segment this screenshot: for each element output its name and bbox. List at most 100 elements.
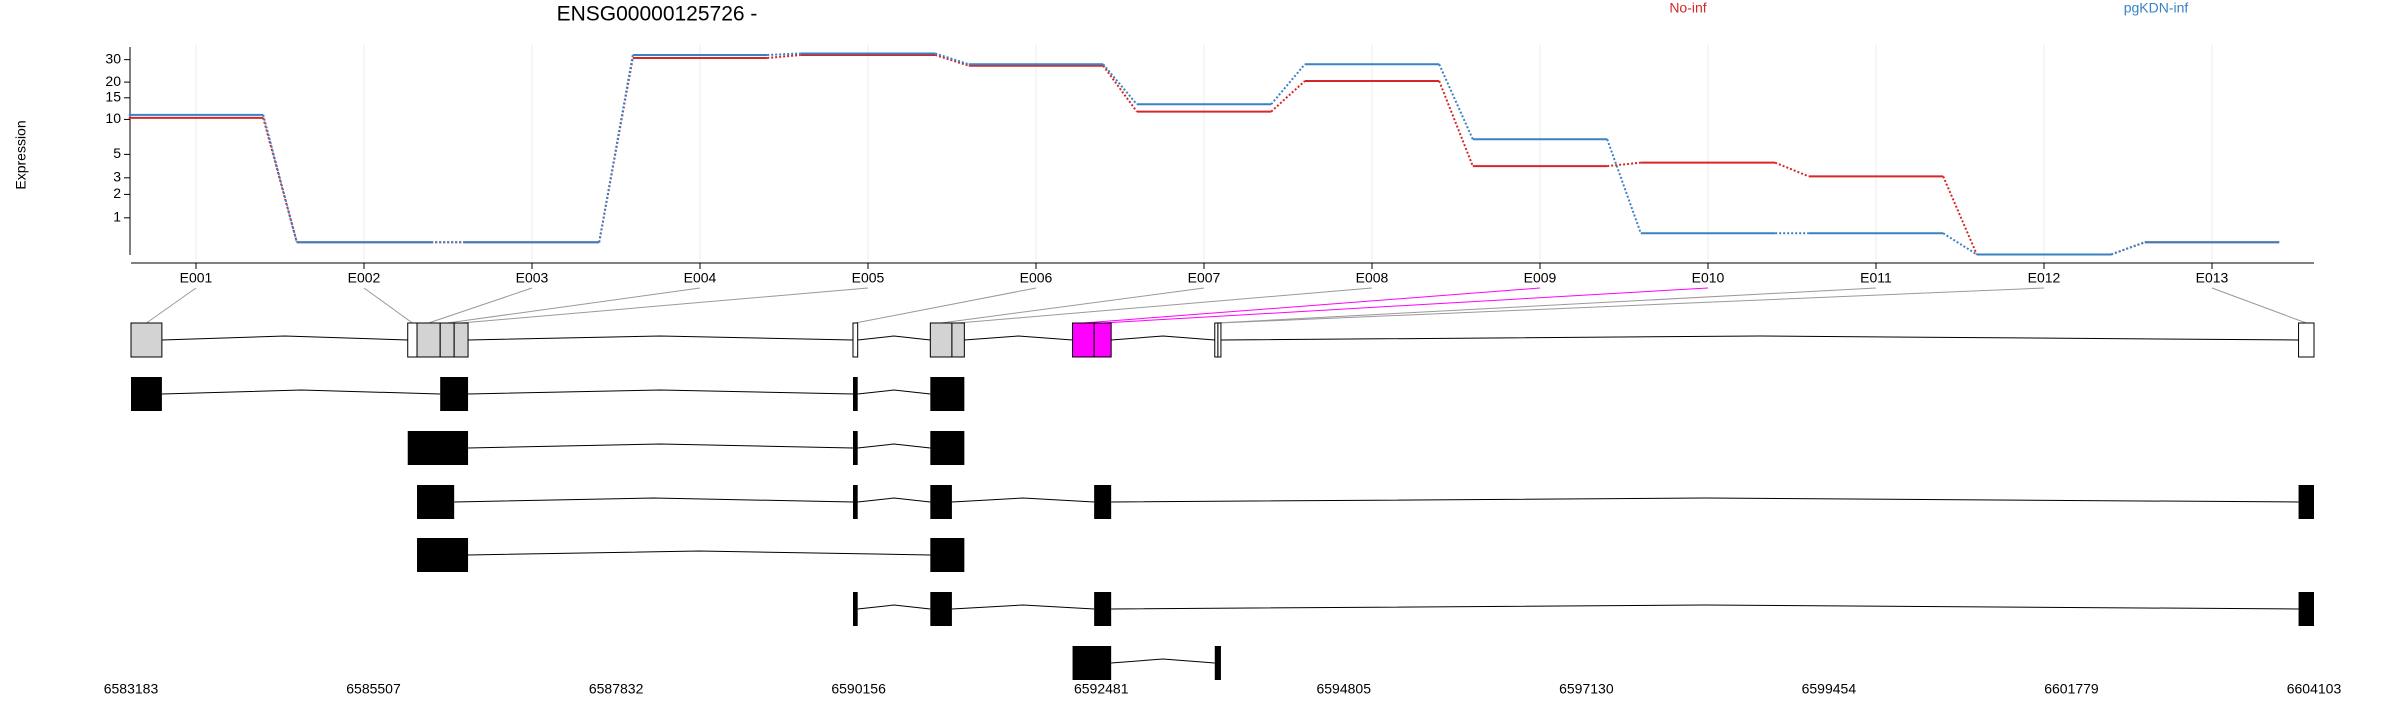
- expression-connector: [2110, 241, 2146, 256]
- intron: [857, 443, 931, 449]
- transcript-exon: [131, 377, 162, 411]
- exon-bin: [407, 322, 418, 358]
- bin-connector: [461, 287, 869, 324]
- exon-bin: [453, 322, 469, 358]
- transcript-exon: [852, 592, 858, 626]
- x-tick-label: E006: [1020, 270, 1053, 286]
- x-tick-label: E002: [348, 270, 381, 286]
- intron: [951, 497, 1095, 503]
- y-tick-label: 15: [105, 89, 121, 105]
- intron: [1220, 335, 2299, 341]
- transcript-exon: [930, 592, 952, 626]
- bin-connector: [2211, 287, 2307, 324]
- transcript-exon: [930, 431, 965, 465]
- expression-connector: [1606, 138, 1642, 234]
- intron: [857, 604, 931, 610]
- transcript-exon: [1094, 592, 1112, 626]
- exon-bin: [1217, 322, 1222, 358]
- bin-connector: [1219, 287, 2045, 324]
- x-tick-label: E013: [2196, 270, 2229, 286]
- genomic-tick-label: 6592481: [1074, 681, 1129, 697]
- transcript-exon: [2298, 592, 2314, 626]
- expression-connector: [1102, 63, 1138, 105]
- x-tick-label: E005: [852, 270, 885, 286]
- expression-connector: [934, 52, 970, 66]
- y-tick-label: 30: [105, 50, 121, 66]
- expression-connector: [1774, 161, 1810, 178]
- x-tick-label: E009: [1524, 270, 1557, 286]
- legend-label: pgKDN-inf: [2124, 0, 2189, 16]
- x-tick-label: E003: [516, 270, 549, 286]
- bin-connector: [447, 287, 701, 324]
- genomic-tick-label: 6604103: [2287, 681, 2342, 697]
- transcript-exon: [440, 377, 469, 411]
- transcript-exon: [852, 431, 858, 465]
- intron: [161, 335, 408, 341]
- expression-connector: [1270, 80, 1306, 113]
- x-tick-label: E007: [1188, 270, 1221, 286]
- genomic-tick-label: 6594805: [1316, 681, 1371, 697]
- transcript-exon: [930, 538, 965, 572]
- exon-bin: [416, 322, 441, 358]
- y-tick-label: 3: [113, 169, 121, 185]
- exon-bin: [439, 322, 455, 358]
- transcript-exon: [930, 377, 965, 411]
- transcript-exon: [407, 431, 469, 465]
- expression-connector: [934, 54, 970, 67]
- genomic-tick-label: 6583183: [104, 681, 159, 697]
- intron: [1111, 604, 2299, 610]
- transcript-exon: [417, 538, 469, 572]
- genomic-tick-label: 6597130: [1559, 681, 1614, 697]
- x-tick-label: E004: [684, 270, 717, 286]
- intron: [468, 389, 854, 395]
- intron: [964, 335, 1073, 341]
- bin-connector: [1216, 287, 1877, 324]
- y-tick-label: 10: [105, 110, 121, 126]
- intron: [857, 335, 931, 341]
- intron: [1111, 497, 2299, 503]
- transcript-exon: [1072, 646, 1112, 680]
- bin-connector: [1102, 287, 1709, 324]
- expression-connector: [1270, 63, 1306, 105]
- y-tick-label: 2: [113, 185, 121, 201]
- bin-connector: [958, 287, 1373, 324]
- y-tick-label: 5: [113, 145, 121, 161]
- intron: [1111, 658, 1215, 664]
- intron: [468, 335, 854, 341]
- exon-bin: [2298, 322, 2315, 358]
- x-tick-label: E008: [1356, 270, 1389, 286]
- intron: [857, 497, 931, 503]
- transcript-exon: [852, 377, 858, 411]
- transcript-exon: [1214, 646, 1221, 680]
- bin-connector: [146, 287, 197, 324]
- chart-title: ENSG00000125726 -: [557, 3, 758, 26]
- intron: [468, 443, 854, 449]
- transcript-exon: [417, 485, 455, 519]
- expression-connector: [598, 54, 634, 243]
- expression-connector: [1438, 63, 1474, 140]
- transcript-exon: [930, 485, 952, 519]
- expression-connector: [767, 52, 801, 56]
- y-axis-label: Expression: [13, 120, 29, 189]
- x-tick-label: E010: [1692, 270, 1725, 286]
- expression-connector: [1102, 65, 1138, 113]
- intron: [161, 389, 441, 395]
- intron: [454, 497, 854, 503]
- genomic-tick-label: 6599454: [1802, 681, 1857, 697]
- transcript-exon: [2298, 485, 2314, 519]
- exon-bin: [852, 322, 859, 358]
- bin-connector: [428, 287, 533, 324]
- transcript-exon: [852, 485, 858, 519]
- legend-label: No-inf: [1669, 0, 1706, 16]
- exon-bin: [929, 322, 953, 358]
- intron: [857, 389, 931, 395]
- exon-bin: [951, 322, 965, 358]
- bin-connector: [941, 287, 1205, 324]
- genomic-tick-label: 6585507: [346, 681, 401, 697]
- y-tick-label: 20: [105, 73, 121, 89]
- expression-connector: [767, 53, 801, 59]
- intron: [468, 550, 931, 556]
- bin-connector: [855, 287, 1037, 324]
- expression-connector: [1942, 232, 1978, 256]
